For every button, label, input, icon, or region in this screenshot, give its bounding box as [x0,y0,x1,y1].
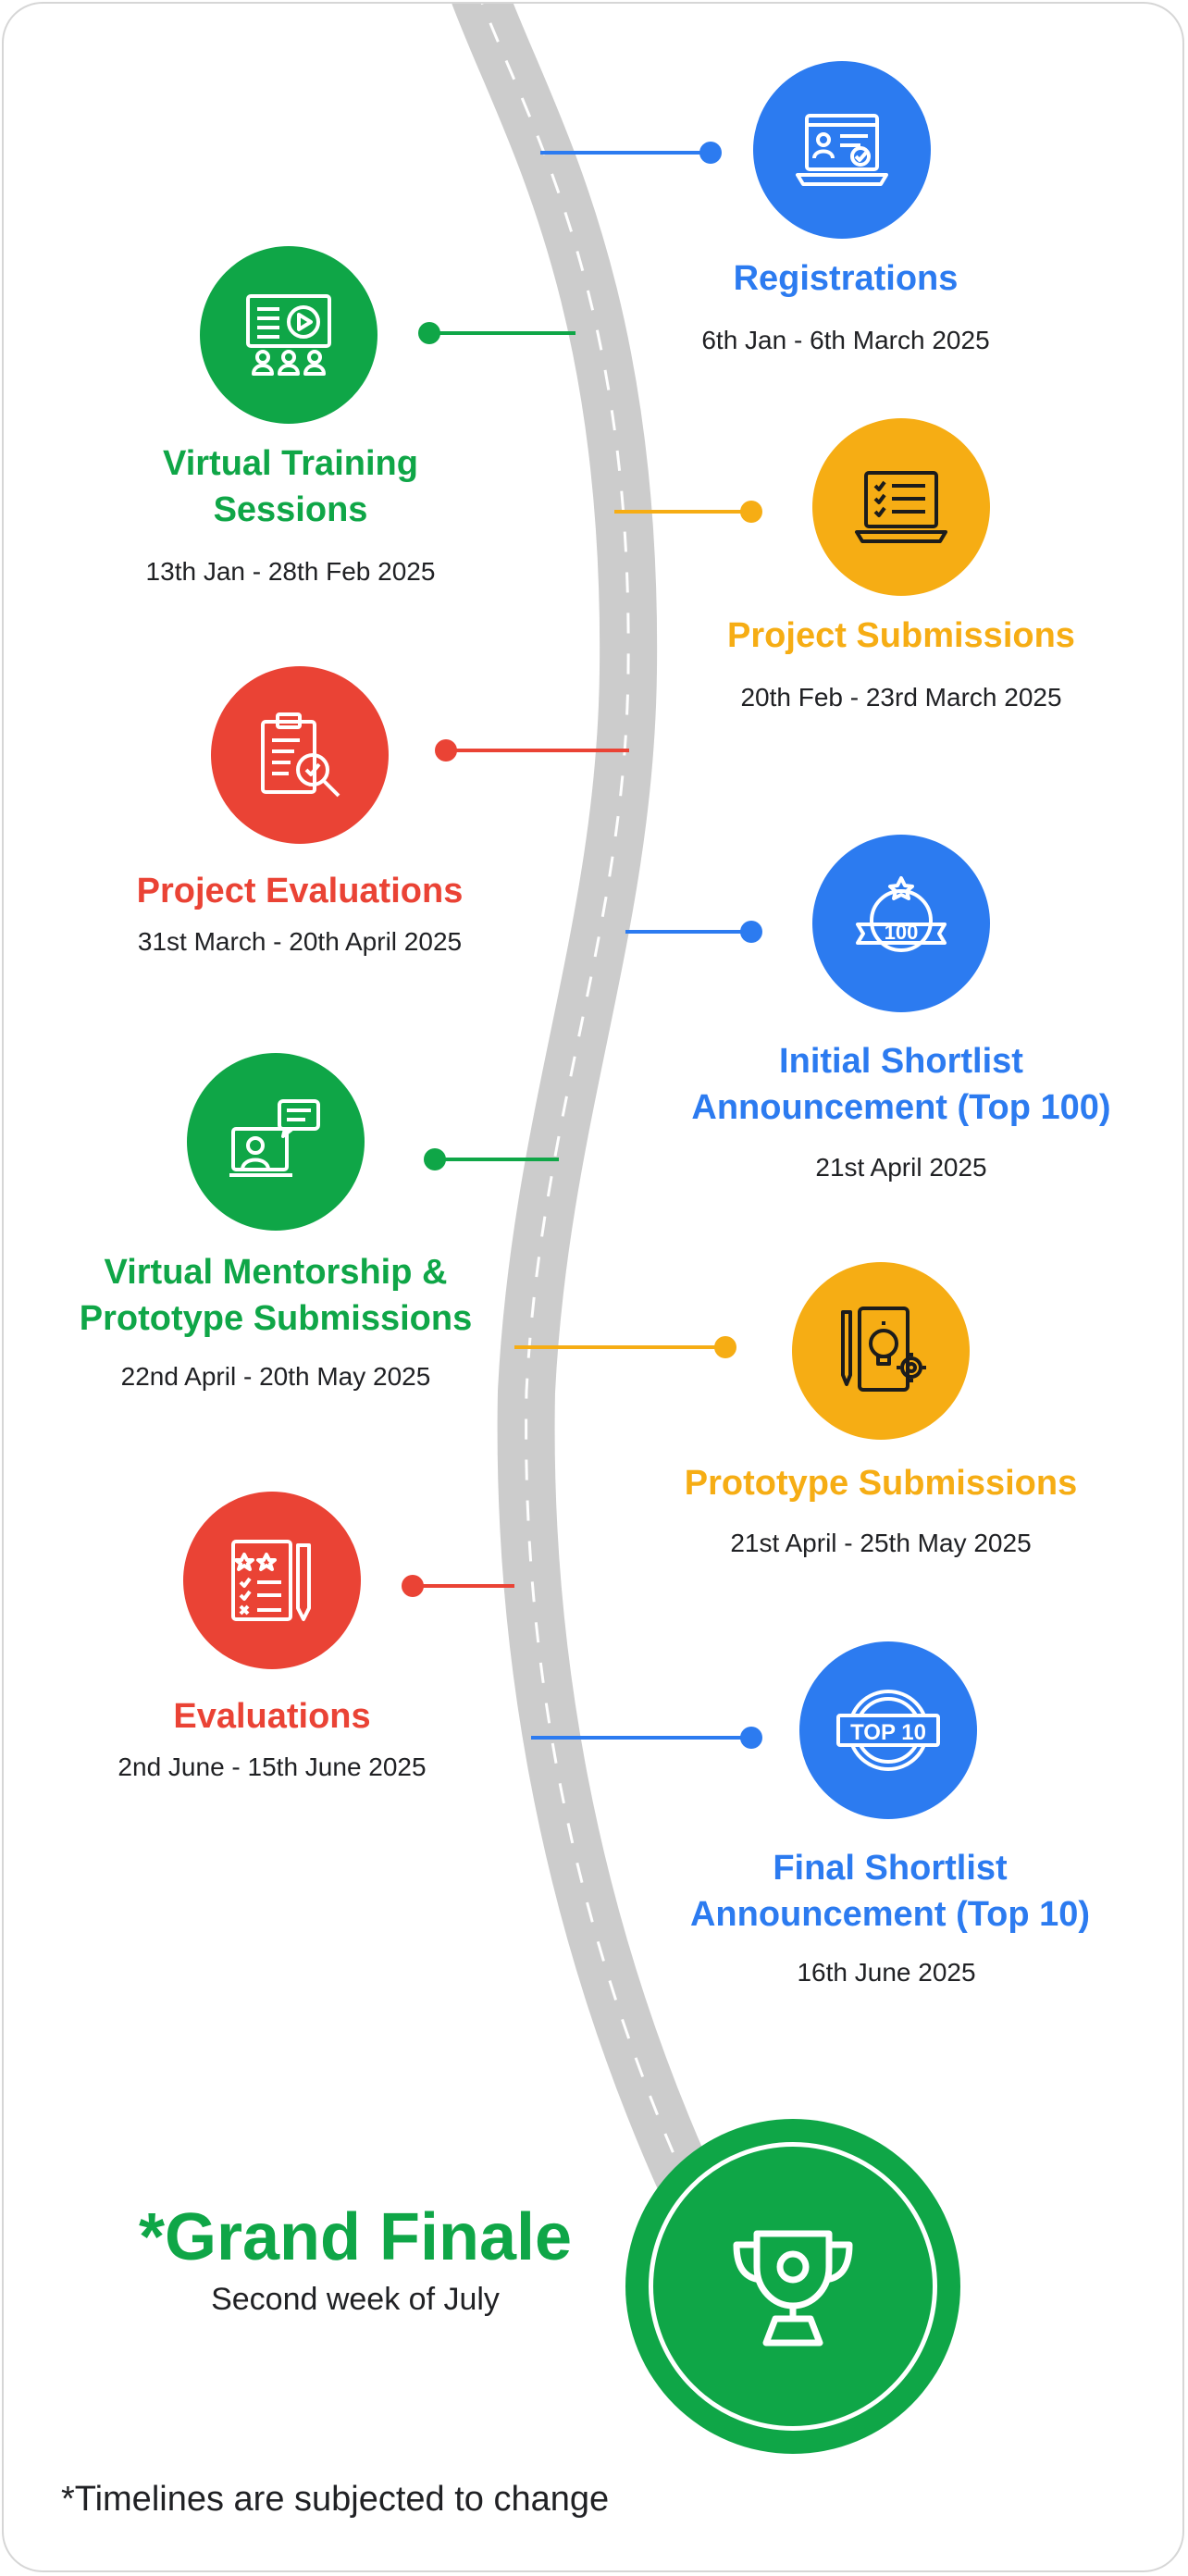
milestone-title: Virtual Training Sessions [163,444,418,529]
finale-trophy-circle [625,2119,960,2454]
finale-subtitle: Second week of July [211,2282,500,2317]
milestone-date: 16th June 2025 [797,1958,976,1987]
idea-gear-icon [841,1307,926,1392]
clipboard-search-icon [261,712,340,798]
mentor-chat-icon [229,1099,320,1177]
connector-evaluations [402,1575,514,1597]
milestone-icon-circle-initial-shortlist: 100 [812,835,990,1012]
connector-initial-shortlist [625,921,762,943]
milestone-date: 2nd June - 15th June 2025 [118,1752,427,1781]
milestone-date: 31st March - 20th April 2025 [137,927,463,956]
svg-text:TOP 10: TOP 10 [850,1720,926,1745]
connector-project-evaluations [435,739,629,762]
video-training-icon [246,294,331,376]
road-path [402,4,762,2199]
connector-registrations [540,142,722,164]
milestone-title: Initial Shortlist Announcement (Top 100) [691,1042,1111,1127]
milestone-date: 20th Feb - 23rd March 2025 [740,683,1062,712]
scorecard-icon [231,1540,311,1621]
milestone-icon-circle-final-shortlist: TOP 10 [799,1641,977,1819]
milestone-date: 21st April 2025 [815,1153,987,1182]
milestone-date: 22nd April - 20th May 2025 [120,1362,431,1391]
milestone-title: Registrations [733,259,959,298]
milestone-title: Evaluations [173,1697,371,1736]
top-100-badge-icon: 100 [856,876,947,952]
trophy-icon [733,2230,853,2347]
laptop-checklist-icon [855,471,947,543]
top-10-badge-icon: TOP 10 [836,1690,940,1771]
milestone-icon-circle-virtual-training [200,246,377,424]
laptop-registration-icon [796,114,888,186]
milestone-title: Project Evaluations [136,872,464,910]
connector-project-submissions [614,501,762,523]
connector-final-shortlist [531,1727,762,1749]
milestone-icon-circle-registrations [753,61,931,239]
connector-virtual-mentorship [424,1148,559,1170]
milestone-icon-circle-prototype-submissions [792,1262,970,1440]
milestone-title: Prototype Submissions [684,1464,1078,1503]
milestone-icon-circle-project-submissions [812,418,990,596]
footnote: *Timelines are subjected to change [61,2480,610,2519]
milestone-date: 6th Jan - 6th March 2025 [701,326,990,354]
milestone-icon-circle-evaluations [183,1492,361,1669]
milestone-icon-circle-project-evaluations [211,666,389,844]
connector-virtual-training [418,322,575,344]
svg-text:100: 100 [885,921,919,944]
connector-prototype-submissions [514,1336,736,1358]
milestone-date: 13th Jan - 28th Feb 2025 [145,557,436,586]
milestone-title: Virtual Mentorship & Prototype Submissio… [79,1253,473,1338]
finale-title: *Grand Finale [138,2200,573,2274]
milestone-title: Final Shortlist Announcement (Top 10) [689,1849,1091,1934]
milestone-date: 21st April - 25th May 2025 [730,1529,1032,1557]
milestone-title: Project Submissions [727,616,1075,655]
milestone-icon-circle-virtual-mentorship [187,1053,365,1231]
